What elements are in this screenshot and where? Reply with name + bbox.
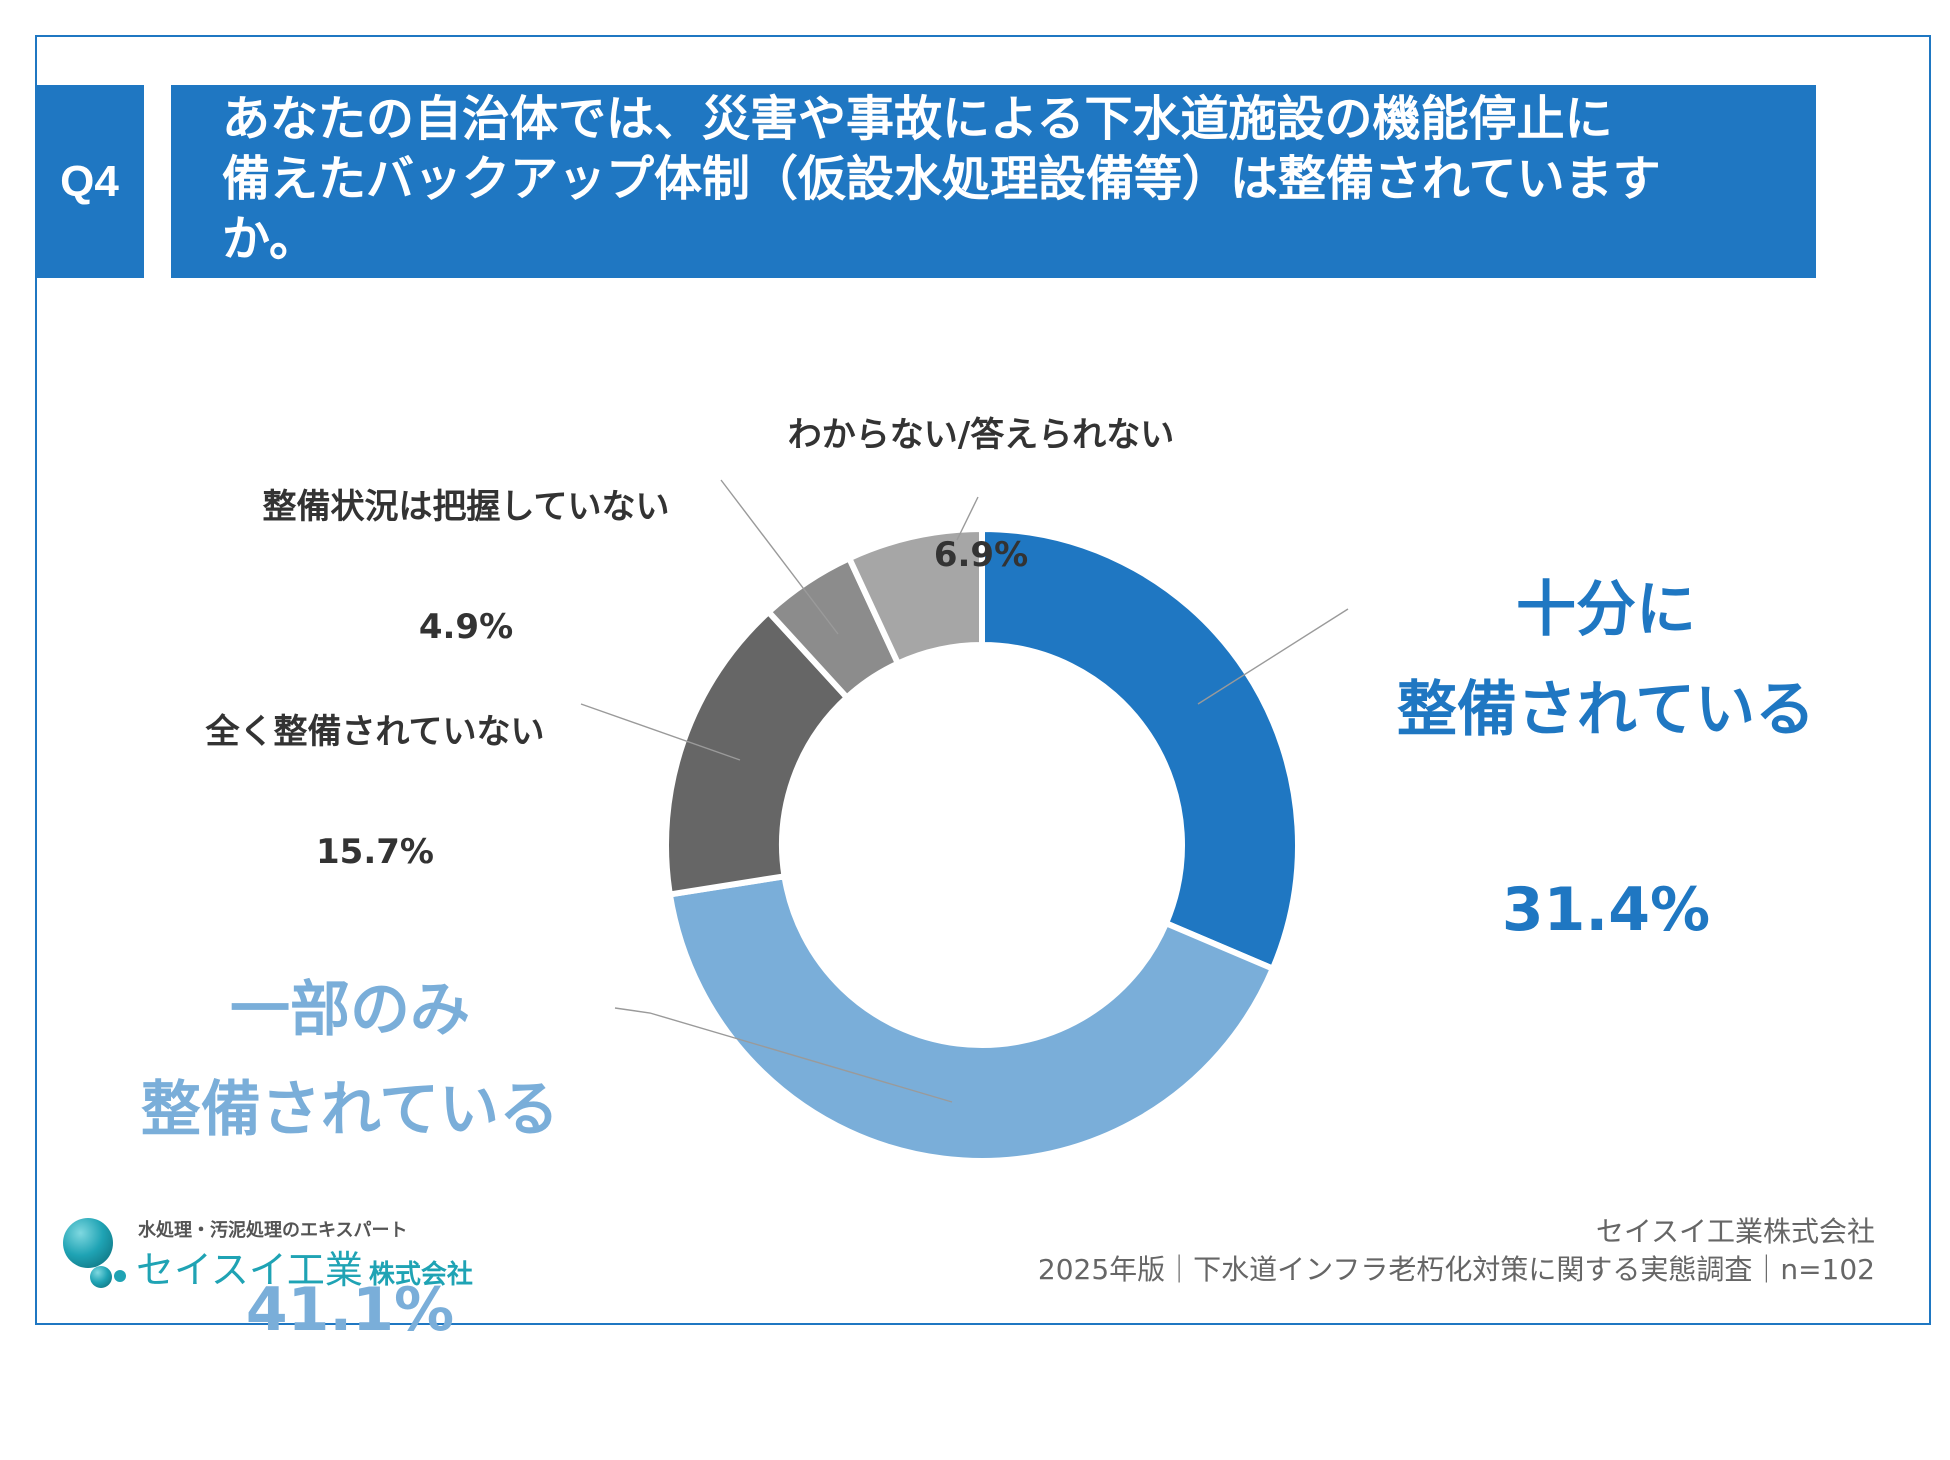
- logo-brand: セイスイ工業 株式会社: [136, 1246, 473, 1302]
- donut-slice-2: [663, 608, 850, 898]
- slice-label-not-prepared: 全く整備されていない 15.7%: [175, 642, 575, 942]
- slice-category-label: わからない/答えられない: [787, 415, 1175, 455]
- logo-brand-suffix: 株式会社: [368, 1260, 473, 1290]
- donut-chart: [63, 479, 1349, 1288]
- question-line: 備えたバックアップ体制（仮設水処理設備等）は整備されています: [222, 151, 1661, 207]
- leader-line-partially: [614, 1007, 953, 1103]
- company-logo-mark: [63, 1218, 126, 1288]
- logo-bubble-medium: [90, 1266, 112, 1288]
- slice-category-label: 整備状況は把握していない: [262, 487, 670, 527]
- slice-label-partially-prepared: 一部のみ 整備されている 41.1%: [100, 860, 600, 1460]
- footer-company: セイスイ工業株式会社: [1595, 1215, 1875, 1248]
- leader-line-unknown-status: [720, 479, 839, 635]
- logo-tagline: 水処理・汚泥処理のエキスパート: [138, 1220, 408, 1241]
- slice-label-status-unknown: 整備状況は把握していない 4.9%: [216, 417, 716, 717]
- donut-slices: [663, 526, 1301, 1164]
- donut-slice-1: [666, 873, 1276, 1164]
- slice-value-label: 15.7%: [316, 832, 434, 872]
- slice-category-label: 全く整備されていない: [205, 712, 545, 752]
- slice-category-label: 一部のみ 整備されている: [140, 975, 560, 1145]
- slice-label-fully-prepared: 十分に 整備されている 31.4%: [1356, 460, 1856, 1060]
- logo-bubble-large: [63, 1218, 113, 1268]
- donut-slice-0: [979, 526, 1301, 972]
- question-text: あなたの自治体では、災害や事故による下水道施設の機能停止に 備えたバックアップ体…: [222, 89, 1661, 269]
- leader-lines: [580, 479, 1349, 1103]
- slice-value-label: 6.9%: [933, 535, 1029, 575]
- slice-label-dont-know: わからない/答えられない 6.9%: [731, 345, 1231, 645]
- footer-survey-info: 2025年版｜下水道インフラ老朽化対策に関する実態調査｜n=102: [1037, 1253, 1875, 1286]
- slice-value-label: 41.1%: [245, 1275, 455, 1345]
- slice-value-label: 31.4%: [1501, 875, 1711, 945]
- question-number-badge: Q4: [35, 85, 144, 278]
- logo-bubble-small: [114, 1270, 126, 1282]
- leader-line-dont-know: [956, 496, 979, 541]
- leader-line-not-at-all: [580, 703, 741, 761]
- donut-slice-4: [846, 526, 985, 667]
- leader-line-fully: [1197, 608, 1349, 705]
- question-line: あなたの自治体では、災害や事故による下水道施設の機能停止に: [222, 91, 1613, 147]
- question-number: Q4: [60, 156, 119, 206]
- slide-frame: [35, 35, 1931, 1325]
- question-line: か。: [222, 211, 318, 267]
- slice-category-label: 十分に 整備されている: [1396, 575, 1816, 745]
- logo-brand-name: セイスイ工業: [136, 1248, 363, 1292]
- slice-value-label: 4.9%: [418, 607, 514, 647]
- question-title-bar: あなたの自治体では、災害や事故による下水道施設の機能停止に 備えたバックアップ体…: [171, 85, 1816, 278]
